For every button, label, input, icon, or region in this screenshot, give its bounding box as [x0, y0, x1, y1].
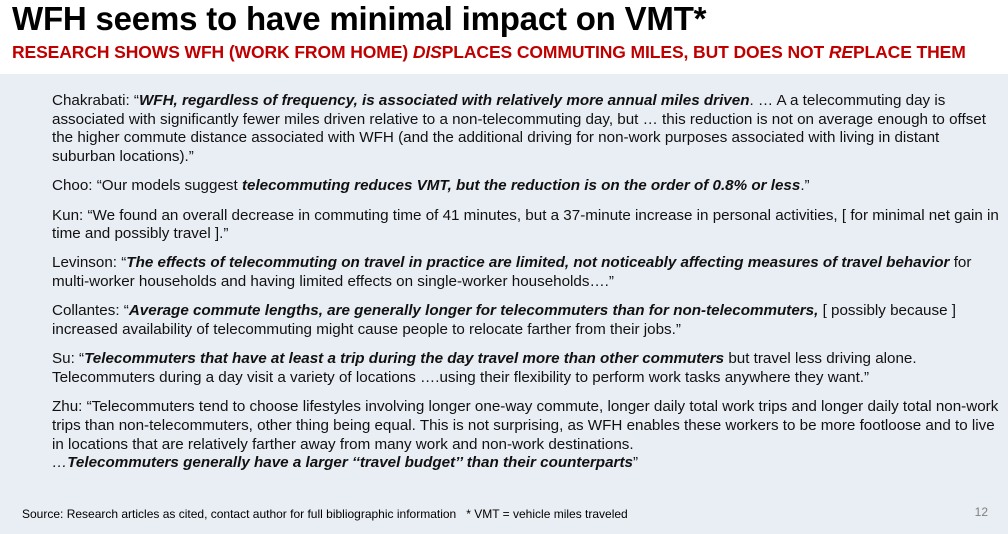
quote-emphasis: WFH, regardless of frequency, is associa…: [138, 92, 750, 109]
content-panel: [0, 74, 1008, 534]
quote-text: .”: [800, 177, 810, 195]
quote-emphasis: telecommuting reduces VMT, but the reduc…: [241, 177, 801, 195]
quote-emphasis: Telecommuters generally have a larger ‘‘…: [67, 454, 633, 472]
quote-text: Kun: “We found an overall decrease in co…: [52, 206, 999, 243]
vmt-footnote: * VMT = vehicle miles traveled: [466, 507, 628, 521]
quote-ellipsis: …: [52, 454, 68, 472]
quote-author: Collantes: “: [52, 302, 129, 320]
subtitle-part-3: PLACE THEM: [852, 42, 966, 62]
quote-close: ”: [632, 454, 639, 472]
quote-emphasis: Telecommuters that have at least a trip …: [84, 350, 725, 368]
quote-emphasis: The effects of telecommuting on travel i…: [126, 254, 950, 272]
quote-author: Levinson: “: [52, 254, 127, 272]
quote-choo: Choo: “Our models suggest telecommuting …: [52, 177, 1002, 196]
quote-su: Su: “Telecommuters that have at least a …: [52, 350, 1002, 387]
quote-text: Zhu: “Telecommuters tend to choose lifes…: [52, 398, 999, 453]
quote-text: . … A a telecommuting day is associated …: [52, 92, 986, 166]
source-text: Source: Research articles as cited, cont…: [22, 507, 457, 521]
quote-author: Chakrabati: “: [52, 92, 139, 109]
quote-zhu: Zhu: “Telecommuters tend to choose lifes…: [52, 398, 1002, 473]
quote-author: Choo: “Our models suggest: [52, 177, 242, 195]
page-number: 12: [974, 505, 988, 519]
quote-text: [ possibly because ] increased availabil…: [52, 302, 956, 339]
subtitle-part-2: PLACES COMMUTING MILES, BUT DOES NOT: [441, 42, 829, 62]
quote-levinson: Levinson: “The effects of telecommuting …: [52, 254, 1002, 291]
quote-author: Su: “: [52, 350, 85, 368]
quote-text: but travel less driving alone. Telecommu…: [52, 350, 917, 386]
subtitle-emphasis-dis: DIS: [412, 42, 442, 62]
subtitle-part-1: RESEARCH SHOWS WFH (WORK FROM HOME): [12, 42, 413, 62]
quotes-list: Chakrabati: “WFH, regardless of frequenc…: [52, 92, 1002, 483]
source-note: Source: Research articles as cited, cont…: [22, 507, 628, 521]
quote-chakrabati: Chakrabati: “WFH, regardless of frequenc…: [52, 92, 1002, 167]
slide-subtitle: RESEARCH SHOWS WFH (WORK FROM HOME) DISP…: [12, 42, 966, 63]
quote-emphasis: Average commute lengths, are generally l…: [128, 302, 819, 320]
quote-kun: Kun: “We found an overall decrease in co…: [52, 207, 1002, 244]
slide-title: WFH seems to have minimal impact on VMT*: [12, 0, 707, 37]
quote-collantes: Collantes: “Average commute lengths, are…: [52, 302, 1002, 339]
subtitle-emphasis-re: RE: [828, 42, 853, 62]
quote-text: for multi-worker households and having l…: [52, 254, 972, 291]
